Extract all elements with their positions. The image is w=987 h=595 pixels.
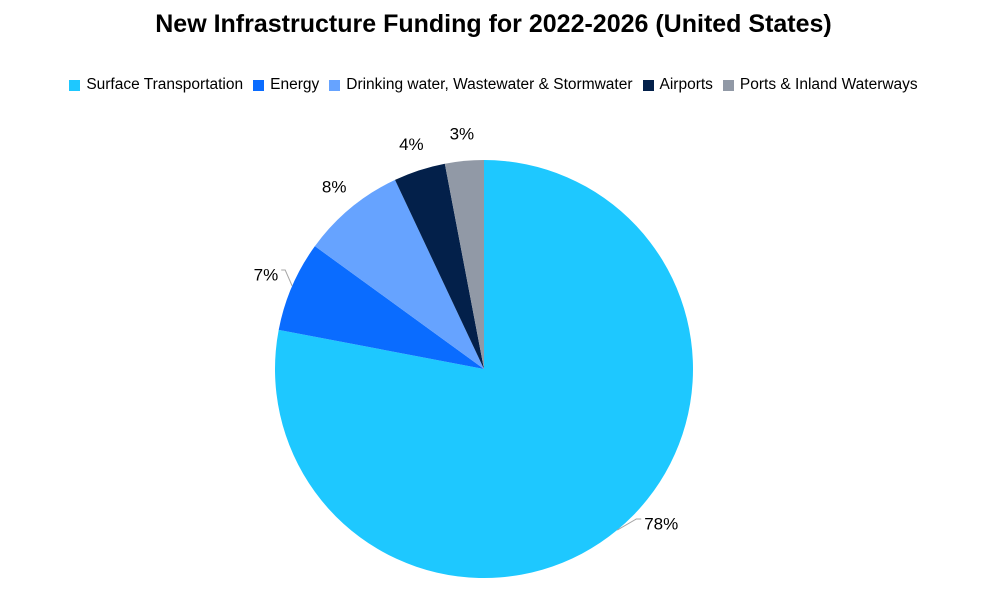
data-label-ports-inland-waterways: 3%	[450, 125, 475, 144]
legend-swatch	[253, 79, 265, 91]
legend-swatch	[329, 79, 341, 91]
legend-swatch	[69, 79, 81, 91]
legend-label: Ports & Inland Waterways	[739, 76, 918, 93]
legend-label: Surface Transportation	[86, 76, 244, 93]
data-labels: 78% 7% 8% 4% 3%	[254, 125, 679, 534]
legend: Surface Transportation Energy Drinking w…	[0, 76, 987, 94]
legend-swatch	[722, 79, 734, 91]
leader-lines	[281, 269, 642, 531]
legend-label: Energy	[270, 76, 320, 93]
pie-slice-ports-inland-waterways	[444, 160, 484, 369]
legend-item-surface-transportation: Surface Transportation	[69, 76, 243, 94]
leader-line	[281, 269, 293, 287]
legend-item-ports: Ports & Inland Waterways	[722, 76, 918, 94]
data-label-surface-transportation: 78%	[644, 515, 678, 534]
chart-title: New Infrastructure Funding for 2022-2026…	[155, 10, 832, 38]
data-label-energy: 7%	[254, 265, 279, 284]
legend-item-energy: Energy	[253, 76, 319, 94]
pie-slice-drinking-water-wastewater-stormwater	[314, 179, 484, 369]
legend-item-drinking-water: Drinking water, Wastewater & Stormwater	[329, 76, 633, 94]
pie-slice-energy	[278, 246, 484, 369]
pie-slice-airports	[395, 163, 484, 369]
legend-item-airports: Airports	[642, 76, 713, 94]
pie-slices	[275, 160, 693, 578]
leader-line	[616, 518, 642, 531]
legend-label: Drinking water, Wastewater & Stormwater	[346, 76, 633, 93]
legend-label: Airports	[659, 76, 713, 93]
data-label-drinking-water-wastewater-stormwater: 8%	[322, 177, 347, 196]
data-label-airports: 4%	[399, 135, 424, 154]
legend-swatch	[642, 79, 654, 91]
